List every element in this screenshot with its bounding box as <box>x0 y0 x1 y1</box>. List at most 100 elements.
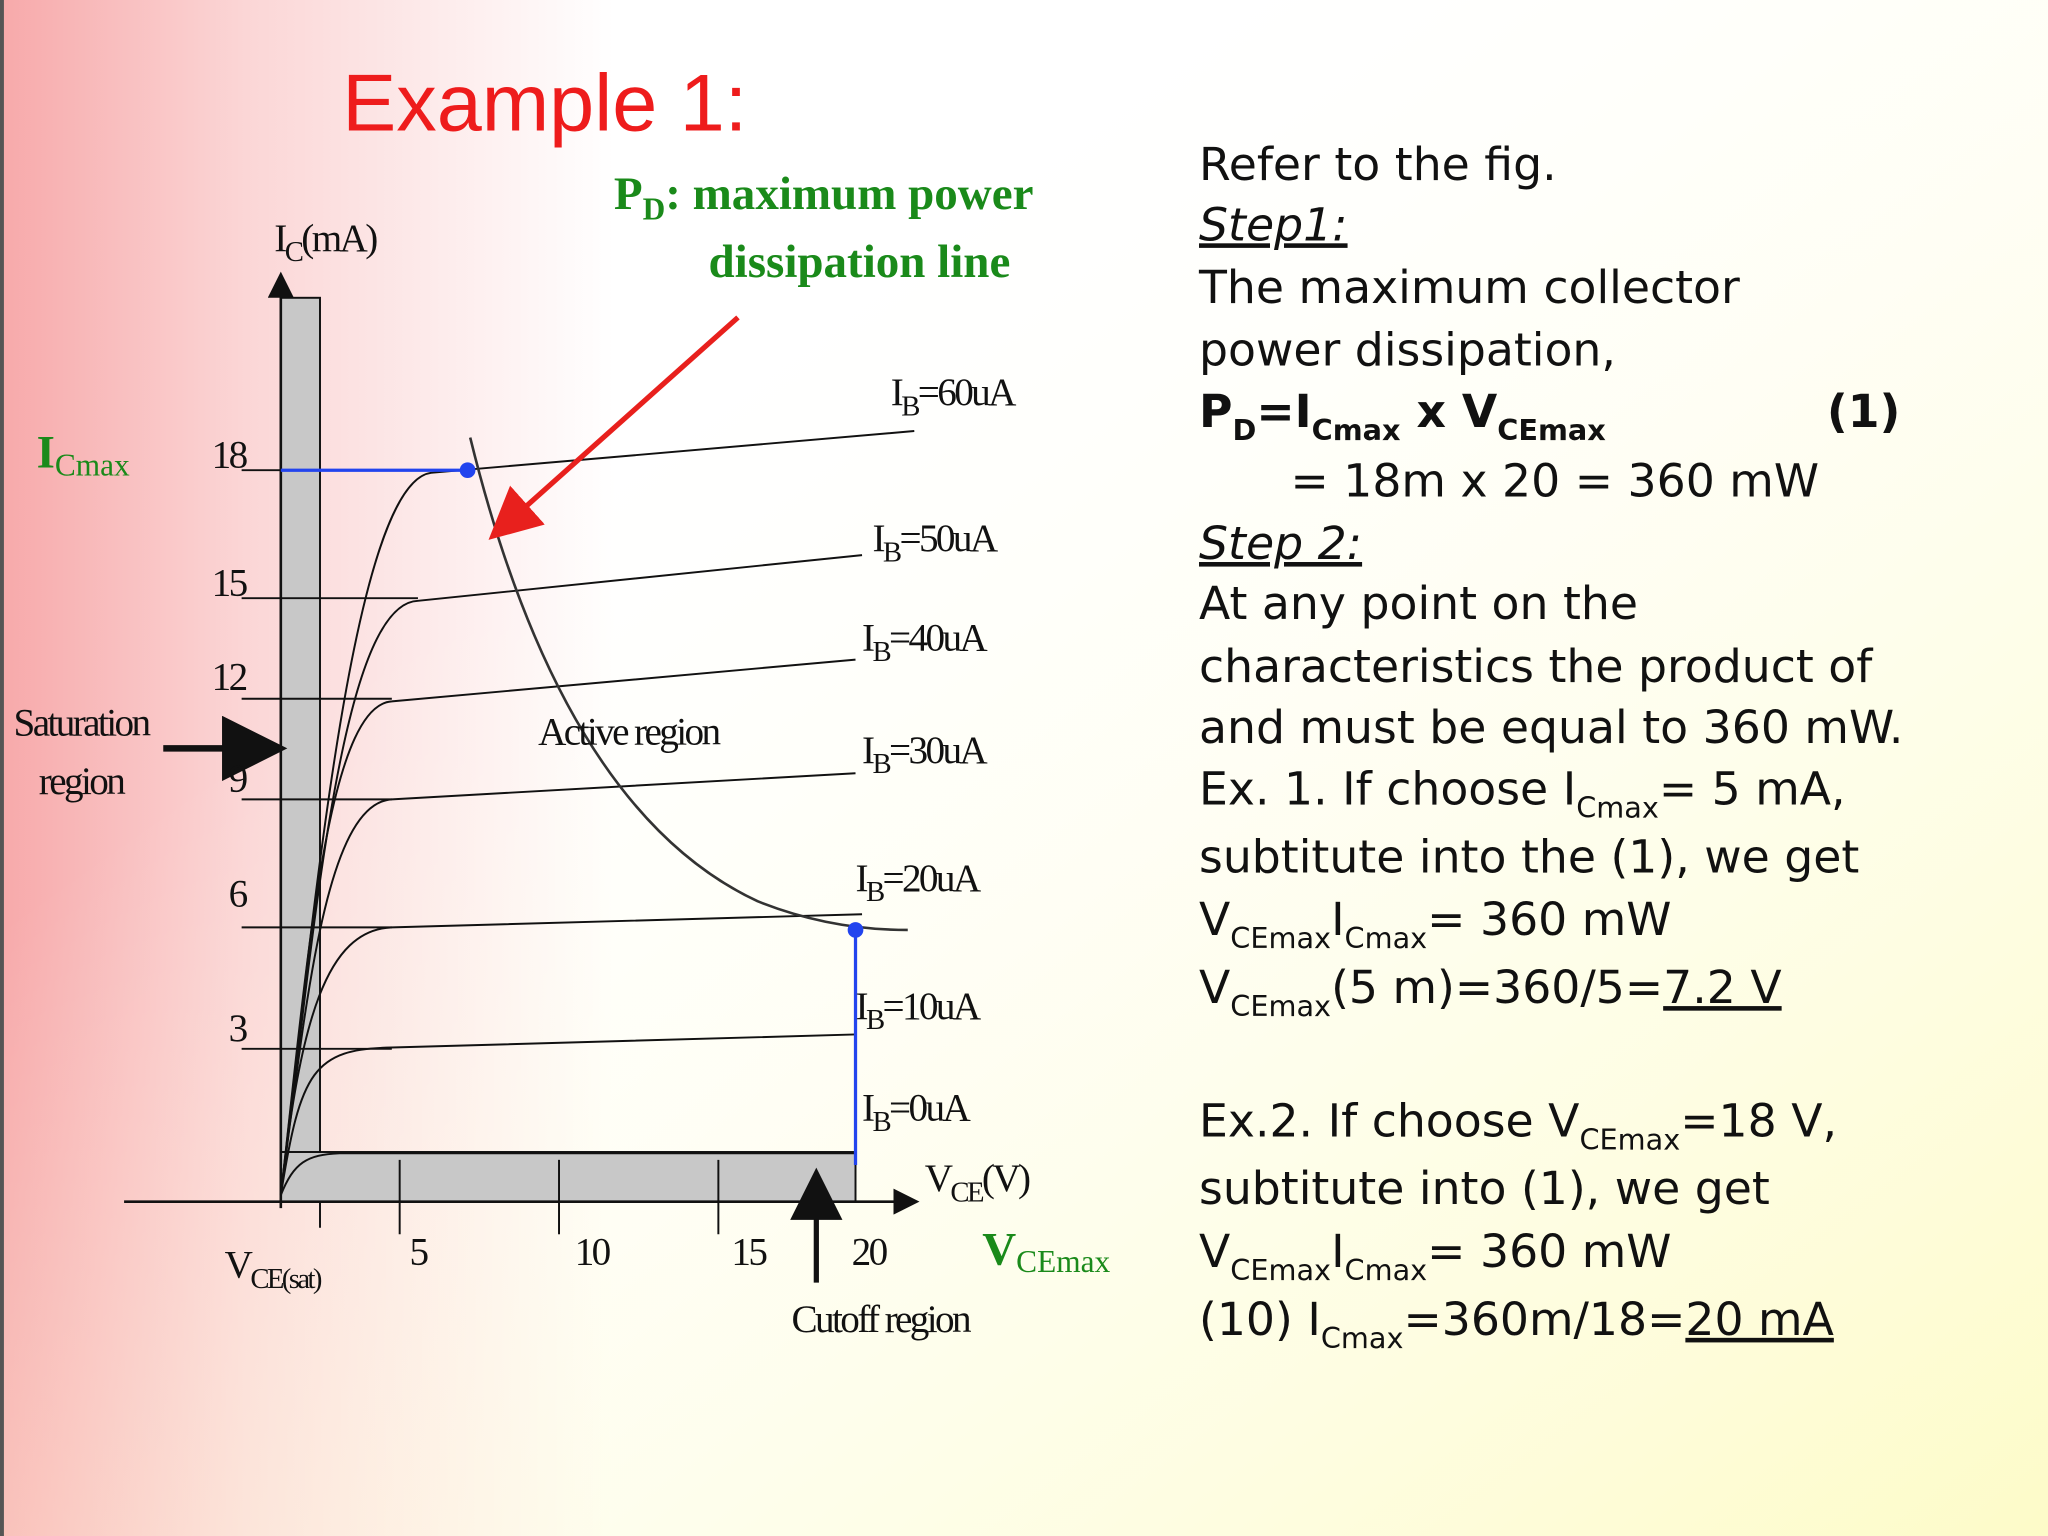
label-sub: B <box>866 876 884 908</box>
text-part: V <box>1199 961 1230 1014</box>
point <box>459 462 476 479</box>
heading-text: Step1: <box>1199 198 1348 251</box>
curves <box>279 430 915 1196</box>
curve-label: IB=50uA <box>872 517 997 568</box>
text-part: V <box>225 1243 253 1286</box>
curve-label: IB=40uA <box>862 616 987 667</box>
y-tick-label: 12 <box>212 656 247 699</box>
text-part: Ex. 1. If choose I <box>1199 763 1576 816</box>
text-line: The maximum collector <box>1198 261 1740 314</box>
slide-title: Example 1: <box>342 59 747 149</box>
text-part: V <box>925 1157 953 1200</box>
text-part: V <box>982 1223 1016 1275</box>
text-line: characteristics the product of <box>1199 640 1873 693</box>
text-line: = 18m x 20 = 360 mW <box>1290 454 1819 507</box>
curve <box>279 1152 856 1196</box>
subscript: CEmax <box>1497 413 1606 447</box>
vcesat-label: VCE(sat) <box>225 1243 322 1294</box>
y-tick-label: 9 <box>229 758 247 801</box>
x-tick-label: 5 <box>409 1230 428 1273</box>
subscript: CEmax <box>1230 989 1331 1023</box>
subscript: CEmax <box>1579 1122 1680 1156</box>
text-part: x V <box>1401 385 1498 438</box>
text-line: At any point on the <box>1199 577 1638 630</box>
text-line: Ex.2. If choose VCEmax=18 V, <box>1199 1094 1837 1156</box>
text-part: Refer to the fig. <box>1199 138 1557 191</box>
text-part: At any point on the <box>1199 577 1638 630</box>
label-sub: B <box>883 537 901 569</box>
x-tick-lines <box>319 1159 720 1235</box>
y-axis-label: IC(mA) <box>274 217 377 268</box>
subscript: CEmax <box>1230 1253 1331 1287</box>
text-part: V <box>1199 1225 1230 1278</box>
equation-number: (1) <box>1827 385 1901 438</box>
saturation-label: region <box>39 760 125 803</box>
subscript: Cmax <box>1345 921 1428 955</box>
text-part: P <box>614 168 643 220</box>
text-part: The maximum collector <box>1198 261 1740 314</box>
pd-arrow <box>488 315 740 540</box>
curve-label: IB=10uA <box>856 985 981 1036</box>
subscript: D <box>1233 413 1257 447</box>
text-line: Ex. 1. If choose ICmax= 5 mA, <box>1199 763 1846 825</box>
underlined-result: 7.2 V <box>1663 961 1781 1014</box>
curve-label: IB=0uA <box>862 1087 970 1138</box>
step-heading: Step 2: <box>1199 517 1362 570</box>
text-part: subtitute into the (1), we get <box>1199 830 1859 883</box>
x-axis-label: VCE(V) <box>925 1157 1030 1208</box>
text-part: =360m/18= <box>1403 1293 1685 1346</box>
label-sub: B <box>872 748 890 780</box>
y-tick-label: 6 <box>229 872 248 915</box>
x-tick-label: 15 <box>731 1230 767 1273</box>
text-part: subtitute into (1), we get <box>1199 1162 1770 1215</box>
label-sub: B <box>866 1004 884 1036</box>
point <box>847 922 864 938</box>
subscript: Cmax <box>1345 1253 1428 1287</box>
text-part: P <box>1199 385 1233 438</box>
text-line: and must be equal to 360 mW. <box>1199 701 1903 754</box>
text-line: VCEmax(5 m)=360/5=7.2 V <box>1199 961 1782 1023</box>
label-sub: B <box>872 1106 890 1138</box>
text-part: =18 V, <box>1680 1094 1837 1147</box>
underlined-result: 20 mA <box>1685 1293 1833 1346</box>
subscript: Cmax <box>1321 1321 1404 1355</box>
text-line: PD=ICmax x VCEmax <box>1199 385 1606 447</box>
subscript: Cmax <box>1576 791 1659 825</box>
text-part: CE(sat) <box>250 1263 321 1295</box>
cutoff-label: Cutoff region <box>792 1298 971 1341</box>
text-part: CE <box>950 1177 984 1209</box>
label-rest: =20uA <box>882 857 980 900</box>
text-part: and must be equal to 360 mW. <box>1199 701 1903 754</box>
text-part: Ex.2. If choose V <box>1199 1094 1579 1147</box>
curve <box>279 913 863 1196</box>
text-part: =I <box>1256 385 1311 438</box>
text-line: subtitute into (1), we get <box>1199 1162 1770 1215</box>
text-part: C <box>285 236 303 268</box>
curve <box>279 1033 856 1196</box>
label-sub: B <box>901 390 919 422</box>
text-part: V <box>1199 893 1230 946</box>
x-tick-label: 10 <box>575 1230 611 1273</box>
text-part: I <box>1331 893 1344 946</box>
text-line: VCEmaxICmax= 360 mW <box>1199 1225 1671 1287</box>
label-rest: =50uA <box>899 517 997 560</box>
text-line: (10) ICmax=360m/18=20 mA <box>1199 1293 1834 1355</box>
pd-curve <box>468 437 908 932</box>
text-part: = 18m x 20 = 360 mW <box>1290 454 1819 507</box>
text-part: : maximum power <box>665 168 1033 220</box>
label-rest: =40uA <box>889 616 987 659</box>
label-rest: =0uA <box>889 1087 970 1130</box>
label-rest: =60uA <box>918 371 1016 414</box>
text-line: Refer to the fig. <box>1199 138 1557 191</box>
text-part: characteristics the product of <box>1199 640 1873 693</box>
active-label: Active region <box>538 710 720 753</box>
text-part: (5 m)=360/5= <box>1331 961 1663 1014</box>
text-part: CEmax <box>1016 1244 1110 1279</box>
subscript: CEmax <box>1230 921 1331 955</box>
text-part: (V) <box>982 1157 1030 1200</box>
text-part: (10) I <box>1199 1293 1321 1346</box>
text-line: subtitute into the (1), we get <box>1199 830 1859 883</box>
